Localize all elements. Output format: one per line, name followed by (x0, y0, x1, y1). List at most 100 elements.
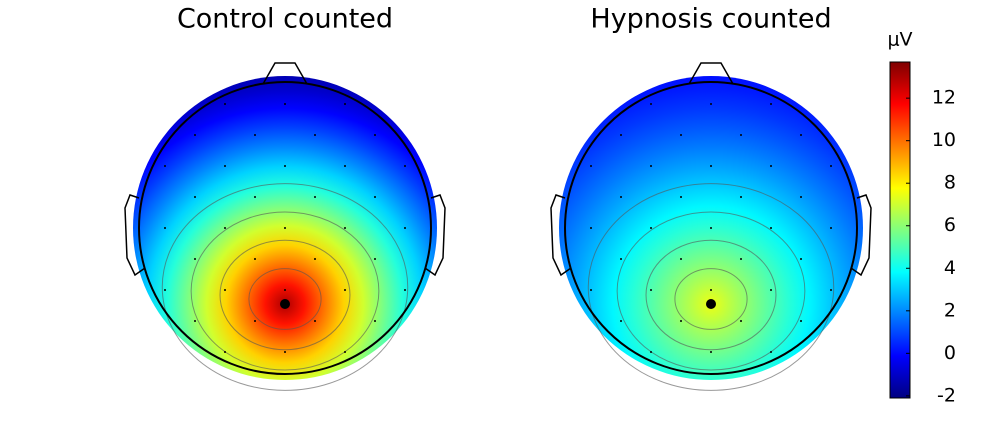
contour (190, 211, 380, 371)
electrode (254, 258, 256, 260)
electrode (710, 289, 712, 291)
electrode (254, 134, 256, 136)
electrode (650, 227, 652, 229)
electrode (680, 320, 682, 322)
head-outline (564, 81, 858, 375)
colorbar-tick-label: 8 (944, 172, 956, 194)
colorbar-tick-label: 4 (944, 257, 956, 279)
colorbar-label: μV (887, 29, 912, 51)
map-title: Control counted (177, 4, 393, 35)
electrode (740, 320, 742, 322)
electrode (314, 320, 316, 322)
colorbar-tick-label: -2 (937, 384, 956, 406)
peak-electrode (280, 299, 290, 309)
electrode (194, 320, 196, 322)
electrode (374, 320, 376, 322)
colorbar (889, 61, 911, 399)
electrode (344, 165, 346, 167)
nose (688, 62, 734, 85)
electrode (620, 196, 622, 198)
electrode (710, 351, 712, 353)
electrode (800, 320, 802, 322)
electrode (194, 258, 196, 260)
electrode (770, 227, 772, 229)
electrode (680, 258, 682, 260)
contour (645, 239, 777, 351)
electrode (164, 227, 166, 229)
electrode (344, 289, 346, 291)
electrode (800, 134, 802, 136)
electrode (770, 289, 772, 291)
nose (262, 62, 308, 85)
peak-electrode (706, 299, 716, 309)
electrode (680, 196, 682, 198)
electrode (590, 227, 592, 229)
electrode (344, 351, 346, 353)
ear (550, 194, 572, 277)
electrode (770, 103, 772, 105)
electrode (710, 103, 712, 105)
electrode (284, 289, 286, 291)
electrode (800, 196, 802, 198)
electrode (344, 103, 346, 105)
electrode (404, 289, 406, 291)
electrode (800, 258, 802, 260)
electrode (194, 196, 196, 198)
contour (248, 268, 322, 330)
colorbar-tick-label: 0 (944, 342, 956, 364)
contour (587, 183, 835, 391)
electrode (314, 196, 316, 198)
electrode (224, 103, 226, 105)
electrode (314, 258, 316, 260)
electrode (284, 227, 286, 229)
electrode (740, 196, 742, 198)
electrode (404, 227, 406, 229)
colorbar-tick-label: 10 (932, 129, 956, 151)
electrode (650, 103, 652, 105)
head-outline (138, 81, 432, 375)
electrode (620, 258, 622, 260)
contour (161, 183, 409, 391)
electrode (830, 227, 832, 229)
electrode (254, 196, 256, 198)
electrode (770, 351, 772, 353)
electrode (284, 351, 286, 353)
colorbar-tick-label: 2 (944, 299, 956, 321)
electrode (194, 134, 196, 136)
electrode (164, 289, 166, 291)
electrode (710, 227, 712, 229)
electrode (680, 134, 682, 136)
electrode (344, 227, 346, 229)
electrode (224, 289, 226, 291)
ear (424, 194, 446, 277)
electrode (650, 351, 652, 353)
electrode (374, 196, 376, 198)
electrode (254, 320, 256, 322)
electrode (374, 134, 376, 136)
electrode (740, 134, 742, 136)
electrode (740, 258, 742, 260)
electrode (224, 351, 226, 353)
electrode (164, 165, 166, 167)
electrode (404, 165, 406, 167)
electrode (314, 134, 316, 136)
electrode (590, 165, 592, 167)
electrode (770, 165, 772, 167)
electrode (830, 289, 832, 291)
electrode (590, 289, 592, 291)
electrode (284, 165, 286, 167)
ear (850, 194, 872, 277)
electrode (224, 165, 226, 167)
contour (616, 211, 806, 371)
electrode (710, 165, 712, 167)
electrode (830, 165, 832, 167)
contour (674, 268, 748, 330)
contour (219, 239, 351, 351)
electrode (284, 103, 286, 105)
map-title: Hypnosis counted (590, 4, 831, 35)
colorbar-tick-label: 12 (932, 87, 956, 109)
electrode (650, 289, 652, 291)
electrode (374, 258, 376, 260)
electrode (620, 134, 622, 136)
